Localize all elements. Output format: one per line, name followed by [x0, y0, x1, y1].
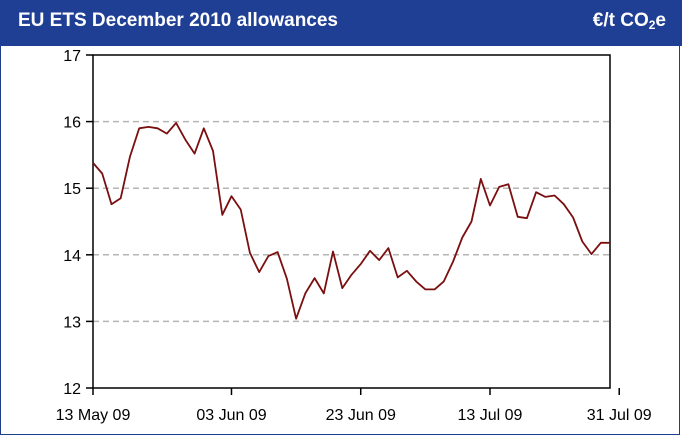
gridlines	[93, 120, 610, 323]
x-tick-label: 31 Jul 09	[587, 407, 652, 424]
y-tick-label: 12	[63, 381, 81, 398]
y-axis: 12 13 14 15 16 17	[63, 48, 93, 398]
chart-header: EU ETS December 2010 allowances €/t CO2e	[0, 0, 682, 46]
x-tick-label: 03 Jun 09	[196, 407, 266, 424]
y-tick-label: 17	[63, 48, 81, 65]
x-tick-label: 23 Jun 09	[326, 407, 396, 424]
unit-label: €/t CO2e	[592, 10, 666, 32]
chart-title: EU ETS December 2010 allowances	[18, 10, 338, 31]
plot-area	[92, 54, 611, 389]
y-tick-label: 16	[63, 115, 81, 132]
x-tick-label: 13 Jul 09	[458, 407, 523, 424]
y-tick-label: 15	[63, 181, 81, 198]
y-tick-label: 13	[63, 314, 81, 331]
y-tick-label: 14	[63, 248, 81, 265]
x-tick-label: 13 May 09	[56, 407, 131, 424]
series-line	[92, 122, 610, 320]
x-axis: 13 May 09 03 Jun 09 23 Jun 09 13 Jul 09 31 J…	[56, 388, 652, 424]
